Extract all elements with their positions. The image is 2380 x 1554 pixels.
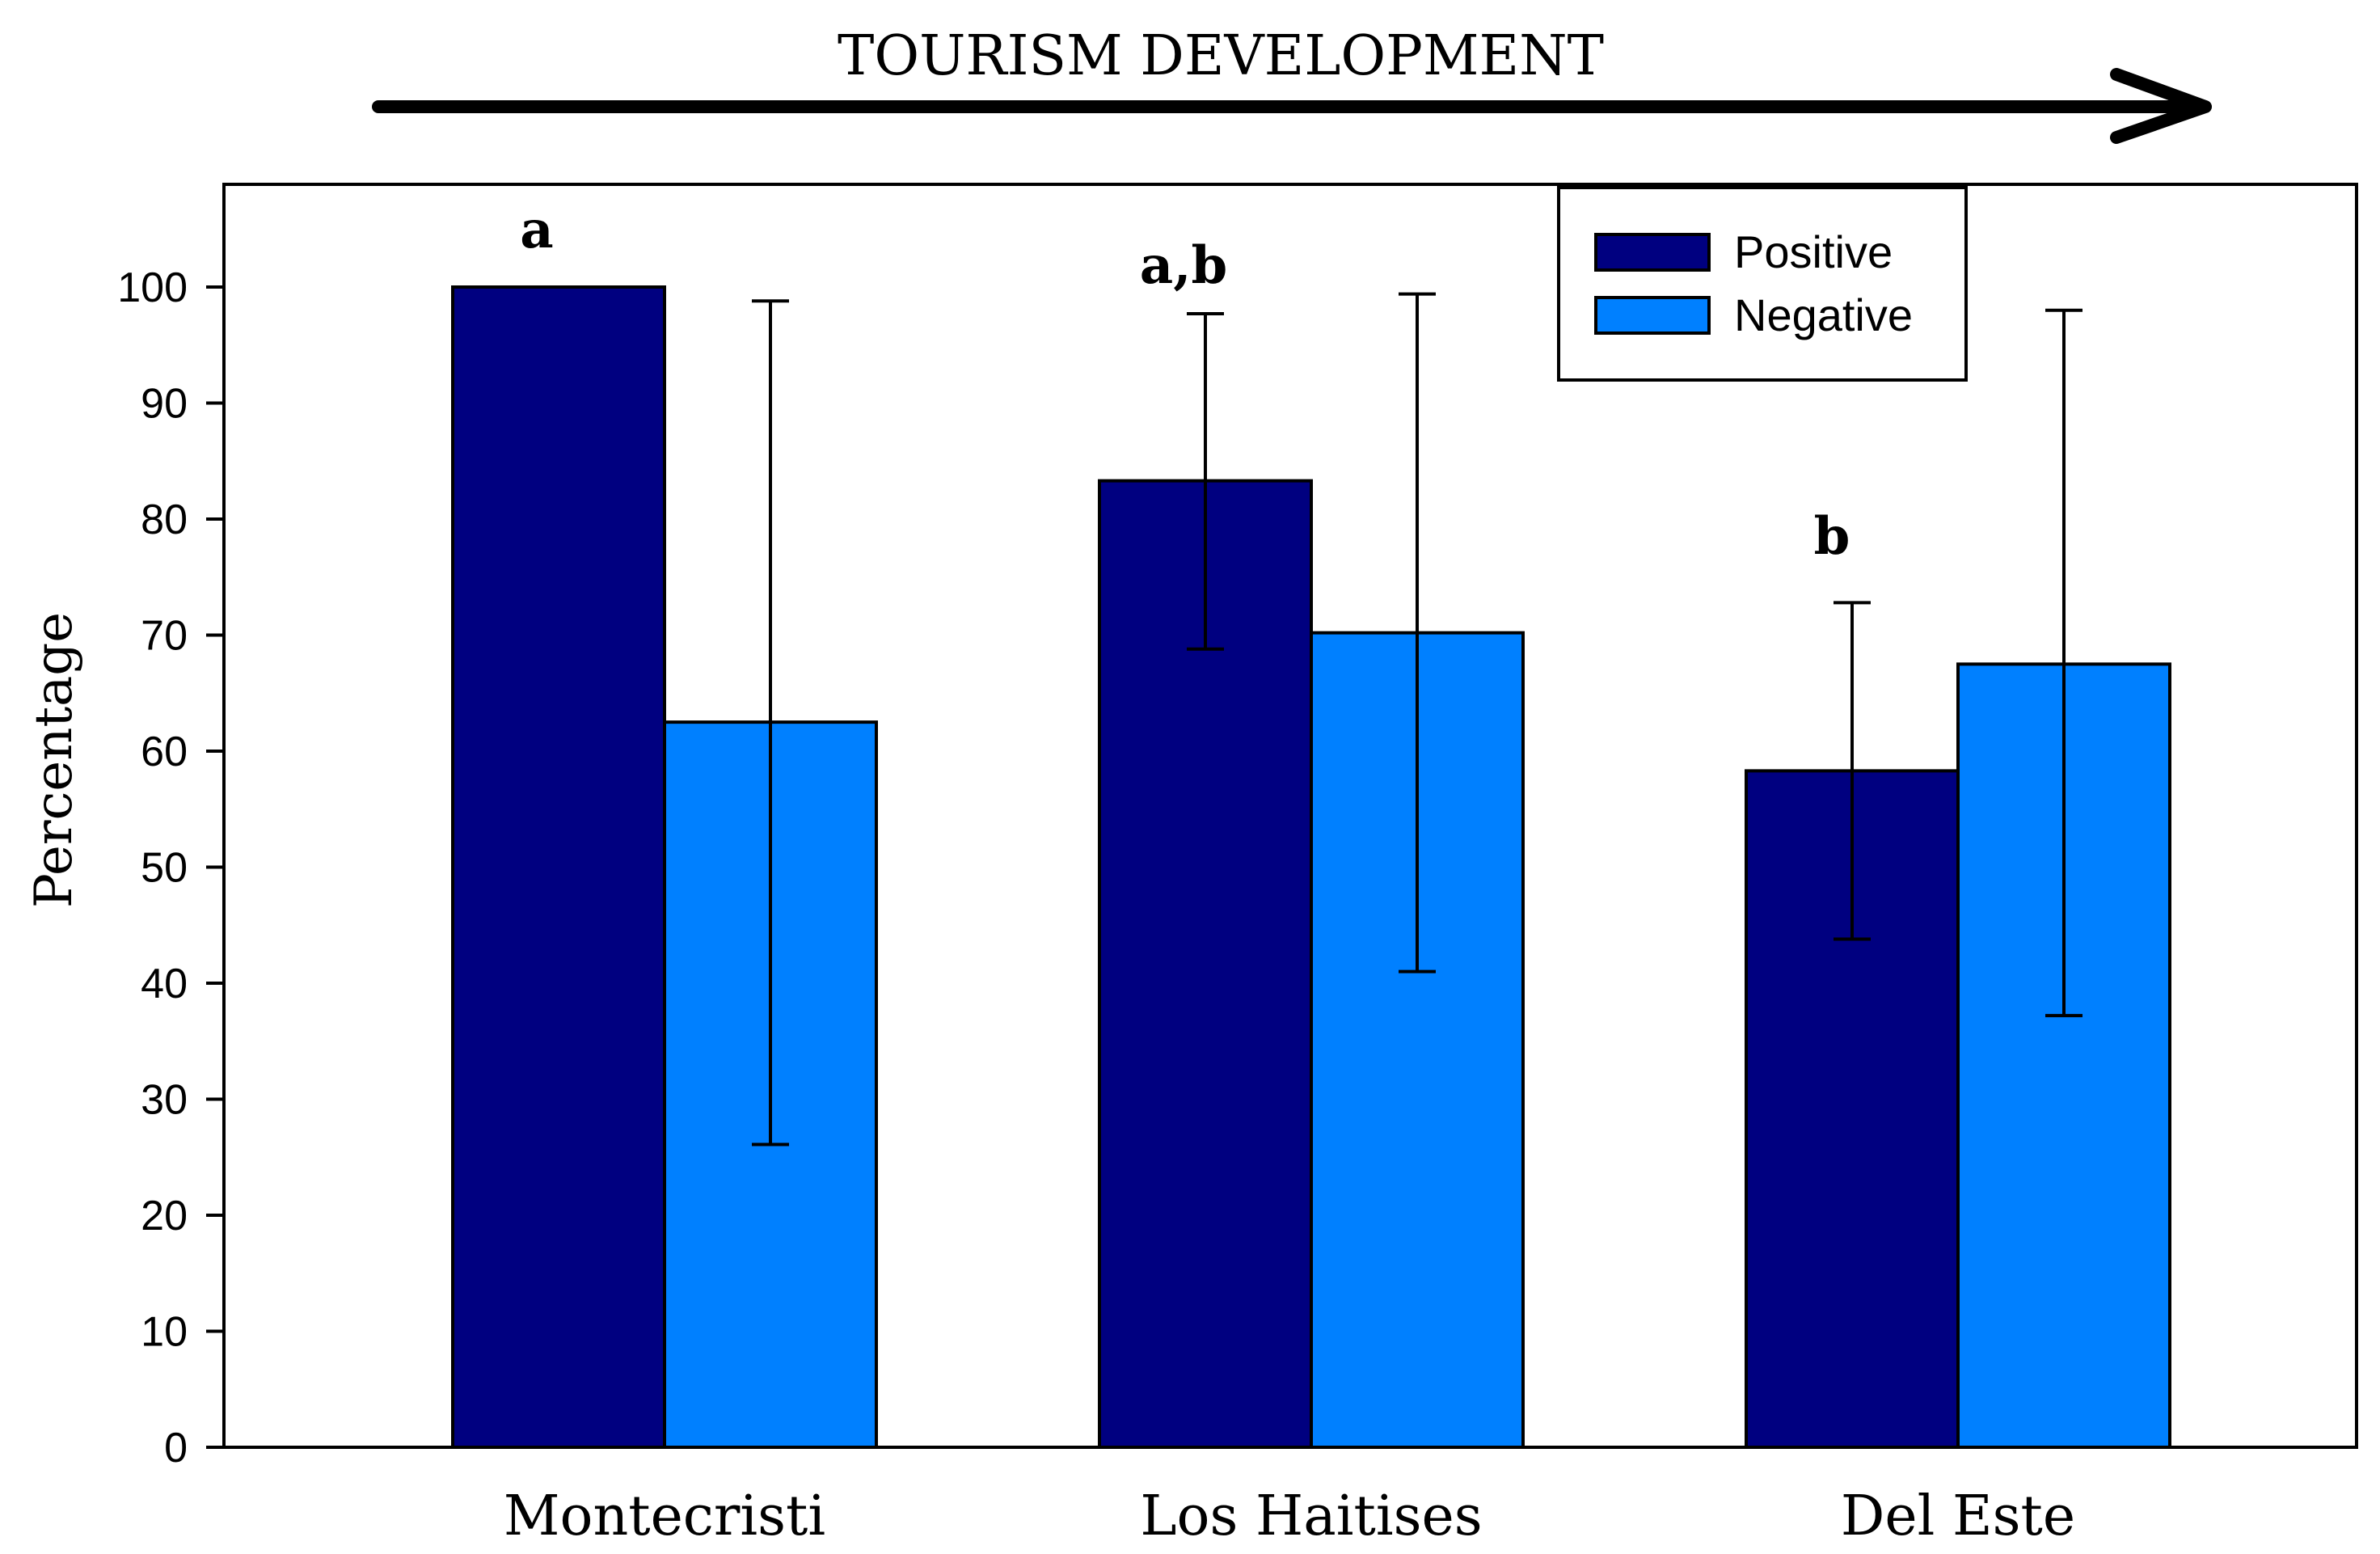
annotation-label: b (1814, 506, 1850, 567)
y-tick-label: 70 (141, 613, 188, 660)
significance-annotations: a a,b b (520, 200, 1850, 567)
legend-swatch-negative (1594, 296, 1711, 335)
y-tick-label: 100 (117, 264, 188, 311)
y-tick-label: 80 (141, 496, 188, 543)
error-bars (752, 292, 2082, 1146)
tourism-arrow-head-icon (2110, 68, 2212, 144)
legend-label-negative: Negative (1734, 289, 1913, 340)
y-axis: 0 10 20 30 40 50 60 70 80 90 100 (117, 264, 224, 1472)
annotation-label: a (520, 200, 553, 260)
y-tick-label: 0 (164, 1425, 188, 1472)
y-tick-label: 30 (141, 1077, 188, 1124)
y-tick-label: 40 (141, 961, 188, 1007)
y-axis-label: Percentage (24, 612, 84, 908)
bar-positive-1 (1098, 479, 1313, 1449)
legend-swatch-positive (1594, 233, 1711, 272)
legend-label-positive: Positive (1734, 226, 1893, 277)
x-tick-label: Montecristi (504, 1484, 825, 1548)
y-tick-label: 90 (141, 381, 188, 428)
annotation-label: a,b (1140, 235, 1228, 296)
bars (451, 285, 2171, 1449)
y-tick-label: 60 (141, 728, 188, 775)
chart-title: TOURISM DEVELOPMENT (838, 24, 1604, 88)
bar-positive-0 (451, 285, 666, 1449)
x-axis: Montecristi Los Haitises Del Este (504, 1484, 2075, 1548)
x-tick-label: Del Este (1841, 1484, 2075, 1548)
y-tick-label: 10 (141, 1309, 188, 1356)
x-tick-label: Los Haitises (1140, 1484, 1482, 1548)
legend-box (1557, 186, 1968, 382)
y-tick-label: 50 (141, 845, 188, 892)
legend: Positive Negative (1557, 186, 1968, 382)
y-tick-label: 20 (141, 1193, 188, 1239)
